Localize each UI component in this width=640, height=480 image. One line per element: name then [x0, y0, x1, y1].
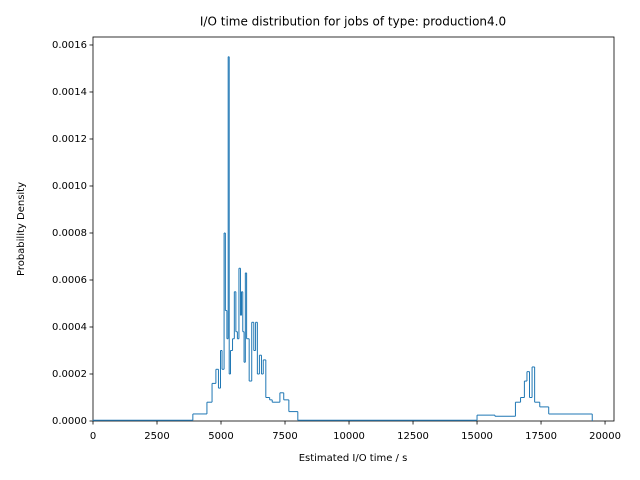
y-axis-label: Probability Density: [16, 182, 27, 276]
x-axis-label: Estimated I/O time / s: [299, 453, 408, 464]
x-tick-label: 12500: [397, 431, 429, 442]
y-tick-label: 0.0004: [52, 322, 87, 333]
axes-frame: [92, 36, 615, 422]
x-tick-label: 0: [90, 431, 96, 442]
x-tick-label: 17500: [525, 431, 557, 442]
y-tick-label: 0.0016: [52, 40, 87, 51]
x-tick-label: 15000: [461, 431, 493, 442]
x-tick-label: 10000: [333, 431, 365, 442]
y-tick-label: 0.0012: [52, 134, 87, 145]
y-tick-label: 0.0010: [52, 181, 87, 192]
y-tick-label: 0.0000: [52, 416, 87, 427]
x-tick-label: 7500: [272, 431, 297, 442]
chart-title: I/O time distribution for jobs of type: …: [200, 15, 506, 29]
x-tick-label: 20000: [589, 431, 621, 442]
x-tick-label: 2500: [144, 431, 169, 442]
x-tick-label: 5000: [208, 431, 233, 442]
y-tick-label: 0.0006: [52, 275, 87, 286]
y-tick-label: 0.0002: [52, 369, 87, 380]
y-tick-label: 0.0014: [52, 87, 87, 98]
y-tick-label: 0.0008: [52, 228, 87, 239]
